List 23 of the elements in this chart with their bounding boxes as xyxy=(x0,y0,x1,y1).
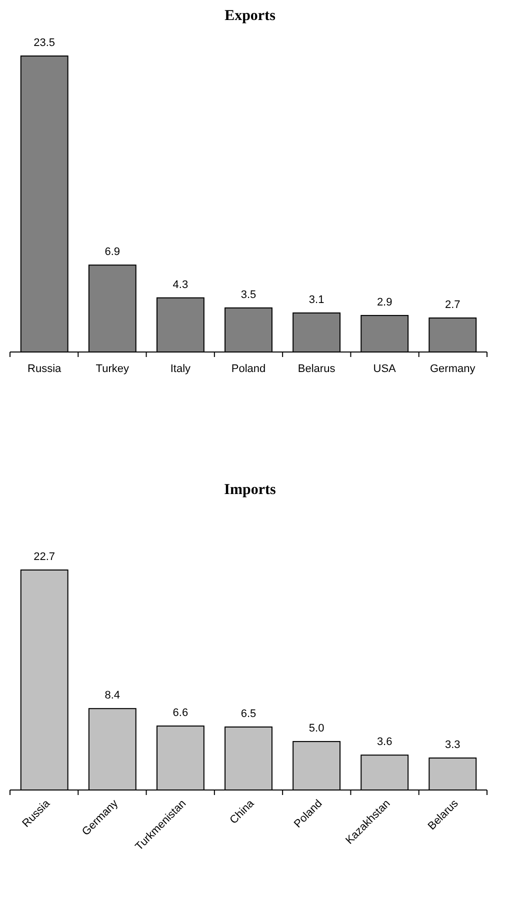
x-tick-label: Poland xyxy=(231,363,266,375)
data-label: 2.9 xyxy=(376,296,392,308)
data-label: 3.1 xyxy=(308,294,324,306)
x-tick-label: Belarus xyxy=(298,363,336,375)
data-label: 23.5 xyxy=(34,37,56,49)
data-label: 3.5 xyxy=(240,288,256,301)
data-label: 6.9 xyxy=(104,246,120,258)
data-label: 4.3 xyxy=(172,278,188,291)
data-label: 8.4 xyxy=(104,690,120,702)
x-tick-label: Germany xyxy=(430,363,476,375)
x-tick-label: USA xyxy=(373,363,397,375)
chart-title: Imports xyxy=(224,482,276,498)
chart-title: Exports xyxy=(224,8,276,24)
data-label: 22.7 xyxy=(34,551,56,563)
data-label: 6.5 xyxy=(240,708,256,720)
data-label: 5.0 xyxy=(308,722,324,735)
data-label: 6.6 xyxy=(172,707,188,720)
data-label: 2.7 xyxy=(444,298,460,311)
data-label: 3.3 xyxy=(444,739,460,752)
x-tick-label: Italy xyxy=(170,363,192,375)
x-tick-label: Turkey xyxy=(96,363,130,375)
x-tick-label: Russia xyxy=(28,363,62,375)
data-label: 3.6 xyxy=(376,736,392,748)
